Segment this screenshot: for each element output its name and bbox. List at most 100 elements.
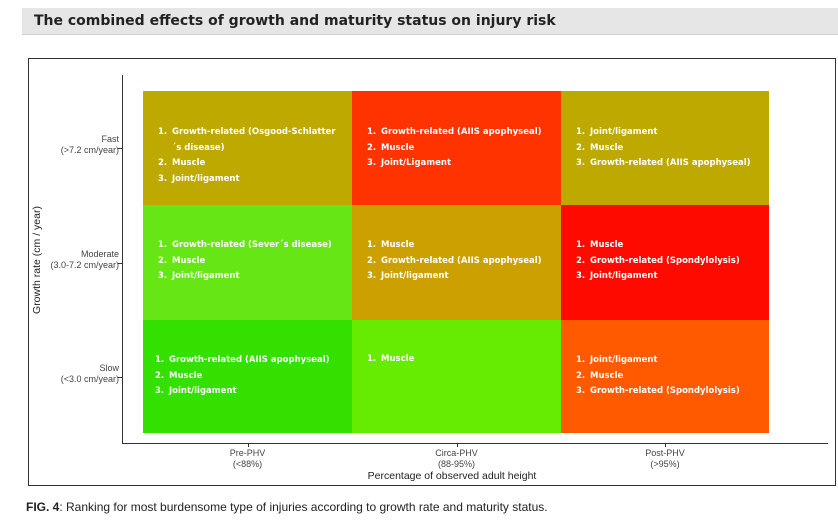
x-tick-mark bbox=[456, 443, 458, 447]
injury-rank-item: 3. Joint/ligament bbox=[155, 384, 338, 400]
injury-type-label: Growth-related (Osgood-Schlatter´s disea… bbox=[172, 127, 336, 153]
injury-ranking-list: 1. Muscle 2. Growth-related (AIIS apophysea… bbox=[367, 238, 547, 285]
rank-number: 2. bbox=[576, 255, 586, 266]
x-tick-label: Circa-PHV (88-95%) bbox=[387, 448, 527, 470]
y-tick-range: (3.0-7.2 cm/year) bbox=[50, 259, 119, 270]
injury-rank-item: 1. Joint/ligament bbox=[576, 125, 755, 141]
injury-rank-item: 2. Growth-related (AIIS apophyseal) bbox=[367, 254, 547, 270]
injury-type-label: Growth-related (AIIS apophyseal) bbox=[169, 355, 330, 365]
rank-number: 2. bbox=[155, 370, 165, 381]
rank-number: 1. bbox=[367, 240, 377, 250]
injury-type-label: Muscle bbox=[172, 255, 206, 266]
y-tick-name: Moderate bbox=[80, 248, 119, 259]
rank-number: 3. bbox=[158, 271, 168, 281]
rank-number: 2. bbox=[367, 142, 377, 153]
rank-number: 3. bbox=[576, 158, 586, 168]
injury-rank-item: 2. Muscle bbox=[155, 369, 338, 385]
injury-rank-item: 3. Joint/ligament bbox=[158, 269, 338, 285]
rank-number: 2. bbox=[367, 255, 377, 266]
y-tick-mark bbox=[118, 376, 122, 378]
rank-number: 1. bbox=[367, 354, 377, 364]
injury-type-label: Growth-related (AIIS apophyseal) bbox=[381, 255, 542, 266]
y-axis-label: Growth rate (cm / year) bbox=[31, 206, 43, 314]
injury-rank-item: 2. Muscle bbox=[158, 254, 338, 270]
heatmap-cell: 1. Muscle 2. Growth-related (Spondylolysis)… bbox=[561, 205, 769, 320]
y-tick-mark bbox=[118, 262, 122, 264]
rank-number: 2. bbox=[576, 142, 586, 153]
injury-type-label: Growth-related (AIIS apophyseal) bbox=[590, 158, 751, 168]
injury-ranking-list: 1. Joint/ligament 2. Muscle 3. Growth-related… bbox=[576, 353, 755, 400]
injury-type-label: Joint/ligament bbox=[172, 173, 240, 184]
heatmap-cell: 1. Growth-related (AIIS apophyseal) 2. Musc… bbox=[352, 91, 561, 205]
y-tick-mark bbox=[118, 148, 122, 149]
rank-number: 1. bbox=[158, 127, 168, 137]
heatmap-cell: 1. Joint/ligament 2. Muscle 3. Growth-related… bbox=[561, 91, 769, 205]
injury-rank-item: 2. Growth-related (Spondylolysis) bbox=[576, 254, 755, 270]
x-tick-label: Post-PHV (>95%) bbox=[595, 448, 735, 470]
injury-rank-item: 2. Muscle bbox=[576, 369, 755, 385]
injury-rank-item: 1. Joint/ligament bbox=[576, 353, 755, 369]
injury-ranking-list: 1. Growth-related (AIIS apophyseal) 2. Musc… bbox=[367, 125, 547, 172]
rank-number: 3. bbox=[576, 271, 586, 281]
injury-rank-item: 2. Muscle bbox=[576, 141, 755, 157]
injury-rank-item: 1. Muscle bbox=[367, 238, 547, 254]
y-tick-range: (<3.0 cm/year) bbox=[60, 373, 119, 384]
injury-type-label: Growth-related (Spondylolysis) bbox=[590, 255, 740, 266]
injury-rank-item: 1. Muscle bbox=[367, 352, 547, 368]
rank-number: 2. bbox=[158, 158, 168, 168]
y-axis-line bbox=[122, 75, 123, 443]
injury-type-label: Muscle bbox=[590, 370, 624, 381]
injury-rank-item: 3. Joint/ligament bbox=[158, 172, 338, 188]
x-tick-range: (88-95%) bbox=[437, 459, 475, 469]
injury-rank-item: 1. Muscle bbox=[576, 238, 755, 254]
heatmap-cell: 1. Growth-related (Osgood-Schlatter´s dis… bbox=[143, 91, 352, 205]
injury-type-label: Muscle bbox=[172, 158, 206, 168]
figure-caption: FIG. 4: Ranking for most burdensome type… bbox=[26, 500, 548, 514]
injury-type-label: Muscle bbox=[590, 240, 624, 250]
rank-number: 3. bbox=[367, 271, 377, 281]
injury-type-label: Joint/ligament bbox=[590, 271, 658, 281]
rank-number: 1. bbox=[367, 127, 377, 137]
figure-number: FIG. 4 bbox=[26, 500, 60, 514]
injury-ranking-list: 1. Growth-related (Sever´s disease) 2. Musc… bbox=[158, 238, 338, 285]
injury-type-label: Growth-related (Spondylolysis) bbox=[590, 386, 740, 396]
y-tick-label: Slow (<3.0 cm/year) bbox=[61, 363, 119, 385]
rank-number: 2. bbox=[576, 370, 586, 381]
rank-number: 3. bbox=[155, 386, 165, 396]
rank-number: 3. bbox=[367, 158, 377, 168]
injury-rank-item: 1. Growth-related (AIIS apophyseal) bbox=[367, 125, 547, 141]
y-tick-name: Slow bbox=[99, 362, 119, 373]
heatmap-cell: 1. Muscle 2. Growth-related (AIIS apophysea… bbox=[352, 205, 561, 320]
injury-type-label: Muscle bbox=[590, 142, 624, 153]
injury-ranking-list: 1. Joint/ligament 2. Muscle 3. Growth-related… bbox=[576, 125, 755, 172]
injury-rank-item: 2. Muscle bbox=[367, 141, 547, 157]
y-tick-range: (>7.2 cm/year) bbox=[60, 145, 119, 155]
injury-type-label: Joint/ligament bbox=[172, 271, 240, 281]
heatmap-cell: 1. Joint/ligament 2. Muscle 3. Growth-related… bbox=[561, 320, 769, 433]
injury-type-label: Growth-related (AIIS apophyseal) bbox=[381, 127, 542, 137]
rank-number: 1. bbox=[576, 240, 586, 250]
x-tick-mark bbox=[247, 443, 249, 447]
injury-rank-item: 1. Growth-related (AIIS apophyseal) bbox=[155, 353, 338, 369]
injury-rank-item: 1. Growth-related (Sever´s disease) bbox=[158, 238, 338, 254]
y-tick-name: Fast bbox=[101, 134, 119, 144]
rank-number: 1. bbox=[576, 355, 586, 365]
rank-number: 1. bbox=[576, 127, 586, 137]
injury-type-label: Muscle bbox=[381, 142, 415, 153]
rank-number: 1. bbox=[158, 240, 168, 250]
injury-rank-item: 3. Joint/ligament bbox=[367, 269, 547, 285]
x-tick-range: (>95%) bbox=[650, 459, 680, 469]
x-tick-mark bbox=[665, 443, 666, 447]
injury-type-label: Muscle bbox=[381, 240, 415, 250]
y-tick-label: Fast (>7.2 cm/year) bbox=[61, 134, 119, 156]
rank-number: 3. bbox=[576, 386, 586, 396]
injury-rank-item: 3. Growth-related (AIIS apophyseal) bbox=[576, 156, 755, 172]
injury-type-label: Growth-related (Sever´s disease) bbox=[172, 240, 332, 250]
heatmap-cell: 1. Growth-related (AIIS apophyseal) 2. Musc… bbox=[143, 320, 352, 433]
injury-rank-item: 3. Growth-related (Spondylolysis) bbox=[576, 384, 755, 400]
x-tick-name: Post-PHV bbox=[645, 448, 685, 458]
x-tick-label: Pre-PHV (<88%) bbox=[178, 448, 318, 470]
caption-text: : Ranking for most burdensome type of in… bbox=[59, 500, 548, 514]
injury-type-label: Joint/ligament bbox=[590, 355, 658, 365]
injury-rank-item: 3. Joint/ligament bbox=[576, 269, 755, 285]
